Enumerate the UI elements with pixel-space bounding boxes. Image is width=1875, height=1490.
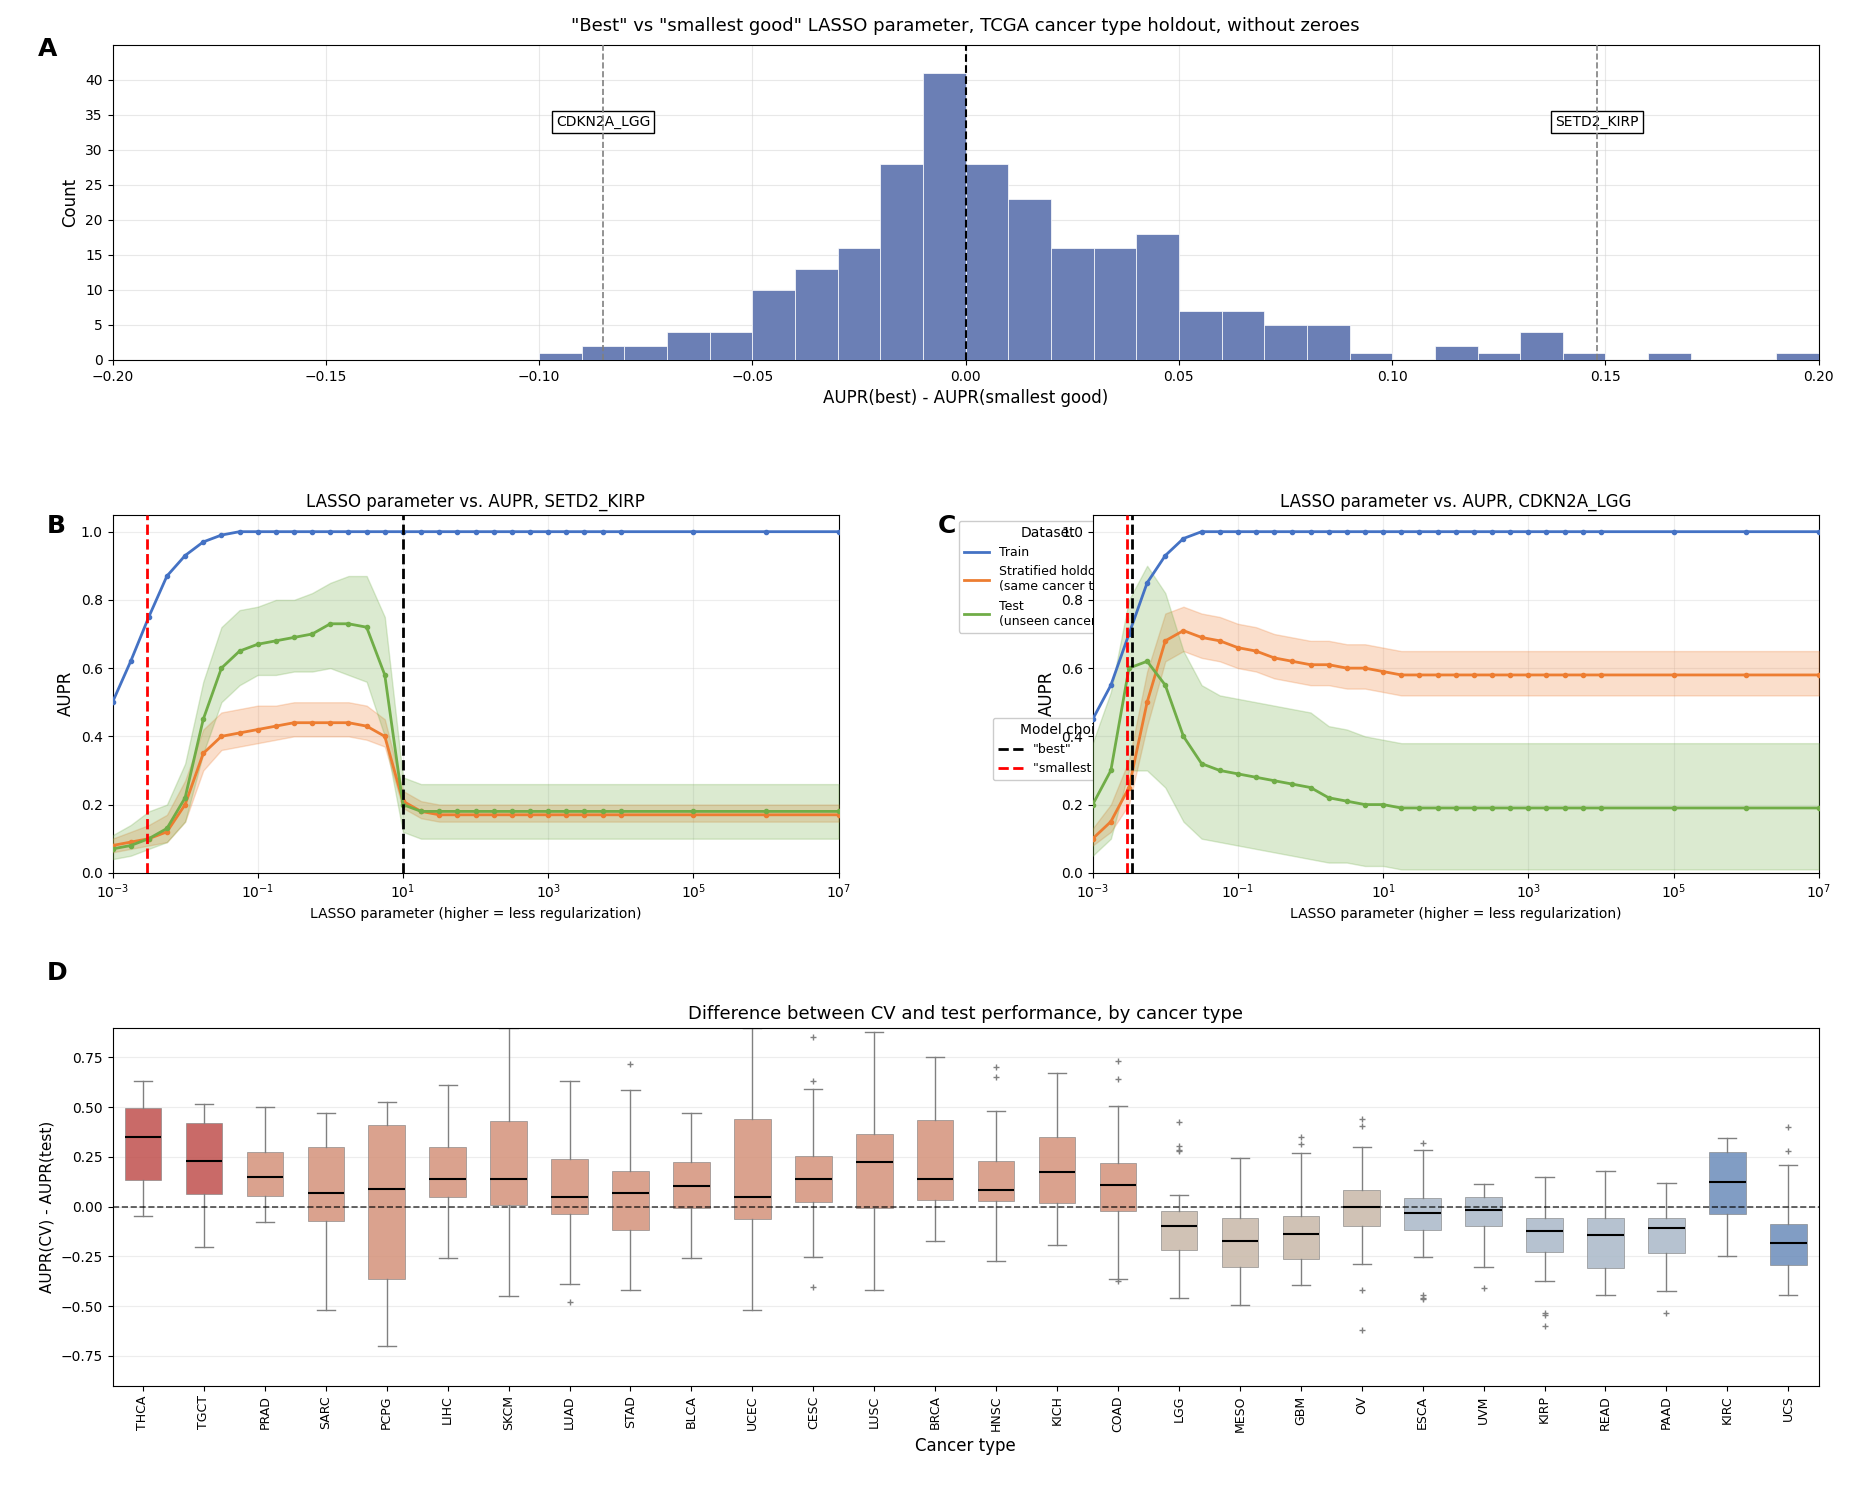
PathPatch shape (795, 1156, 832, 1202)
Text: D: D (47, 961, 68, 985)
Bar (1093, 247, 1136, 361)
PathPatch shape (673, 1162, 709, 1208)
Bar (540, 353, 581, 361)
Y-axis label: AUPR(CV) - AUPR(test): AUPR(CV) - AUPR(test) (39, 1120, 54, 1293)
X-axis label: LASSO parameter (higher = less regularization): LASSO parameter (higher = less regulariz… (309, 907, 641, 921)
Text: B: B (47, 514, 66, 538)
Title: LASSO parameter vs. AUPR, SETD2_KIRP: LASSO parameter vs. AUPR, SETD2_KIRP (306, 493, 645, 511)
PathPatch shape (491, 1120, 527, 1205)
Bar (1434, 346, 1478, 361)
Text: C: C (938, 514, 956, 538)
Bar (668, 332, 711, 361)
Title: LASSO parameter vs. AUPR, CDKN2A_LGG: LASSO parameter vs. AUPR, CDKN2A_LGG (1281, 493, 1631, 511)
X-axis label: LASSO parameter (higher = less regularization): LASSO parameter (higher = less regulariz… (1290, 907, 1622, 921)
PathPatch shape (1342, 1191, 1380, 1226)
Y-axis label: AUPR: AUPR (1037, 670, 1056, 717)
PathPatch shape (735, 1119, 771, 1219)
Y-axis label: AUPR: AUPR (58, 670, 75, 717)
PathPatch shape (308, 1147, 345, 1220)
Bar (1478, 353, 1521, 361)
PathPatch shape (855, 1134, 892, 1208)
Title: "Best" vs "smallest good" LASSO parameter, TCGA cancer type holdout, without zer: "Best" vs "smallest good" LASSO paramete… (572, 16, 1359, 34)
Bar (966, 164, 1009, 361)
Y-axis label: Count: Count (62, 177, 79, 226)
PathPatch shape (1526, 1217, 1564, 1253)
Text: A: A (38, 37, 56, 61)
PathPatch shape (1099, 1164, 1136, 1210)
PathPatch shape (979, 1161, 1014, 1201)
Bar (1222, 311, 1264, 361)
Bar (711, 332, 752, 361)
PathPatch shape (124, 1107, 161, 1180)
PathPatch shape (551, 1159, 589, 1214)
X-axis label: Cancer type: Cancer type (915, 1438, 1016, 1456)
PathPatch shape (1161, 1211, 1198, 1250)
Bar (1264, 325, 1307, 361)
PathPatch shape (1710, 1152, 1746, 1214)
PathPatch shape (1039, 1137, 1076, 1204)
PathPatch shape (429, 1147, 465, 1196)
PathPatch shape (368, 1125, 405, 1280)
PathPatch shape (1466, 1196, 1502, 1226)
Bar (1350, 353, 1393, 361)
Bar (581, 346, 624, 361)
Bar (1009, 198, 1052, 361)
Bar (922, 73, 966, 361)
PathPatch shape (1222, 1217, 1258, 1266)
Bar (1564, 353, 1605, 361)
Text: SETD2_KIRP: SETD2_KIRP (1554, 115, 1639, 128)
Bar (881, 164, 922, 361)
Bar (1136, 234, 1179, 361)
Bar (624, 346, 667, 361)
Bar (1521, 332, 1564, 361)
PathPatch shape (1586, 1217, 1624, 1268)
PathPatch shape (186, 1123, 223, 1193)
Legend: "best", "smallest good": "best", "smallest good" (992, 718, 1138, 781)
PathPatch shape (611, 1171, 649, 1229)
Bar (1179, 311, 1222, 361)
Bar (1648, 353, 1691, 361)
Bar (838, 247, 881, 361)
PathPatch shape (1282, 1216, 1320, 1259)
PathPatch shape (1404, 1198, 1442, 1229)
PathPatch shape (1770, 1223, 1808, 1265)
PathPatch shape (917, 1120, 954, 1199)
Bar (1052, 247, 1093, 361)
Bar (1776, 353, 1819, 361)
PathPatch shape (1648, 1217, 1686, 1253)
Bar (752, 291, 795, 361)
Bar (1307, 325, 1350, 361)
Text: CDKN2A_LGG: CDKN2A_LGG (555, 115, 651, 128)
PathPatch shape (248, 1152, 283, 1196)
Bar (795, 268, 838, 361)
Title: Difference between CV and test performance, by cancer type: Difference between CV and test performan… (688, 1006, 1243, 1024)
X-axis label: AUPR(best) - AUPR(smallest good): AUPR(best) - AUPR(smallest good) (823, 389, 1108, 407)
